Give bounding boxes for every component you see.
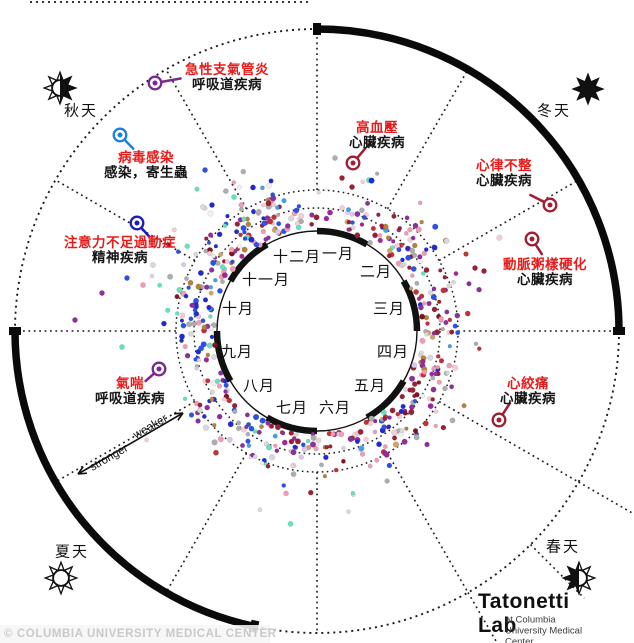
month-label-dec: 十二月 <box>272 248 322 266</box>
month-label-feb: 二月 <box>359 263 393 281</box>
disease-category: 呼吸道疾病 <box>95 391 165 406</box>
magnifier-marker-atherosclerosis <box>524 231 544 256</box>
month-label-jun: 六月 <box>318 399 352 417</box>
disease-name: 高血壓 <box>356 120 398 135</box>
magnifier-marker-arrhythmia <box>529 193 558 213</box>
month-label-aug: 八月 <box>242 377 276 395</box>
callout-arrhythmia: 心律不整 心臟疾病 <box>476 158 532 188</box>
magnifier-marker-angina <box>491 401 512 428</box>
inner-month-ring <box>213 227 421 435</box>
month-label-mar: 三月 <box>372 300 406 318</box>
annotation-markers <box>112 75 558 428</box>
callout-asthma: 氣喘 呼吸道疾病 <box>95 376 165 406</box>
disease-category: 精神疾病 <box>92 250 148 265</box>
season-label-spring: 春天 <box>545 538 581 556</box>
season-label-summer: 夏天 <box>54 543 90 561</box>
season-label-winter: 冬天 <box>536 102 572 120</box>
magnifier-marker-hypertension <box>345 147 367 171</box>
disease-category: 心臟疾病 <box>349 135 405 150</box>
month-label-nov: 十一月 <box>241 271 291 289</box>
scatter-dots <box>72 155 503 527</box>
disease-category: 心臟疾病 <box>500 391 556 406</box>
copyright-text: © COLUMBIA UNIVERSITY MEDICAL CENTER <box>4 628 277 640</box>
magnifier-marker-asthma <box>144 361 167 383</box>
callout-atherosclerosis: 動脈粥樣硬化 心臟疾病 <box>503 257 587 287</box>
disease-category: 心臟疾病 <box>517 272 573 287</box>
disease-name: 病毒感染 <box>118 150 174 165</box>
lab-name: Tatonetti Lab <box>478 590 570 637</box>
disease-name: 氣喘 <box>116 376 144 391</box>
disease-category: 心臟疾病 <box>476 173 532 188</box>
copyright-watermark-bar: © COLUMBIA UNIVERSITY MEDICAL CENTER <box>0 625 276 643</box>
season-label-autumn: 秋天 <box>63 102 99 120</box>
disease-name: 注意力不足過動症 <box>64 235 176 250</box>
disease-name: 心絞痛 <box>507 376 549 391</box>
lab-subtitle: at Columbia University Medical Center <box>505 614 583 643</box>
month-label-oct: 十月 <box>221 300 255 318</box>
disease-category: 呼吸道疾病 <box>192 77 262 92</box>
disease-name: 急性支氣管炎 <box>185 62 269 77</box>
magnifier-marker-acute-bronchitis <box>147 75 182 91</box>
summer-sun-icon <box>44 561 78 595</box>
month-label-sep: 九月 <box>220 343 254 361</box>
winter-sun-icon <box>572 73 604 105</box>
magnifier-marker-viral-infection <box>112 127 135 150</box>
disease-name: 動脈粥樣硬化 <box>503 257 587 272</box>
callout-acute-bronchitis: 急性支氣管炎 呼吸道疾病 <box>185 62 269 92</box>
magnifier-marker-adhd <box>129 215 151 238</box>
callout-viral-infection: 病毒感染 感染，寄生蟲 <box>104 150 188 180</box>
month-label-may: 五月 <box>353 377 387 395</box>
strength-scale-arrow <box>77 412 184 475</box>
disease-category: 感染，寄生蟲 <box>104 165 188 180</box>
callout-adhd: 注意力不足過動症 精神疾病 <box>64 235 176 265</box>
month-label-jan: 一月 <box>321 245 355 263</box>
outer-season-arcs <box>9 23 625 634</box>
disease-name: 心律不整 <box>476 158 532 173</box>
callout-angina: 心絞痛 心臟疾病 <box>500 376 556 406</box>
month-label-apr: 四月 <box>376 343 410 361</box>
month-label-jul: 七月 <box>275 399 309 417</box>
callout-hypertension: 高血壓 心臟疾病 <box>349 120 405 150</box>
